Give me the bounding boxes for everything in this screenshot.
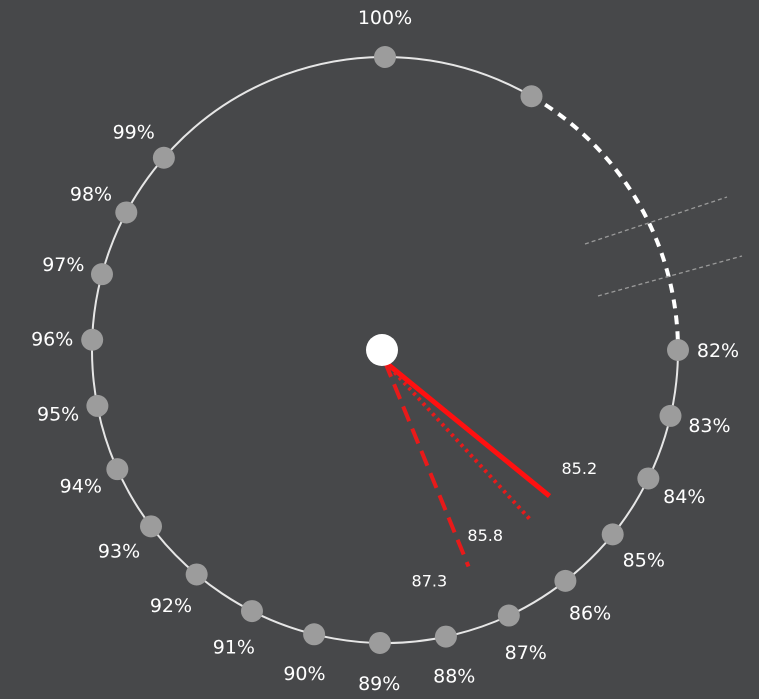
needle-label: 85.8 (467, 526, 503, 545)
tick-label: 90% (283, 663, 325, 685)
tick-label: 92% (150, 595, 192, 617)
tick-dot (497, 604, 520, 627)
tick-label: 91% (213, 637, 255, 659)
break-start-dot (520, 85, 543, 108)
gauge-hub (366, 334, 398, 366)
gauge-ring-arc (91, 56, 679, 644)
tick-dot (90, 263, 113, 286)
needle-dashed (383, 361, 471, 568)
gauge-break-arc (530, 94, 680, 340)
tick-dot (152, 146, 175, 169)
tick-dot (667, 339, 689, 361)
gauge-ticks: 82% 83% 84% 85% 86% 87% 88% 89% 90% 91% 92% 93% 94% 9… (31, 7, 739, 695)
tick-dot (303, 623, 326, 646)
tick-dot (637, 467, 660, 490)
needle-dotted (383, 360, 533, 523)
tick-dot (106, 458, 129, 481)
tick-label: 98% (70, 184, 112, 206)
tick-label: 93% (98, 540, 140, 562)
tick-dot (81, 328, 104, 351)
tick-label: 99% (113, 122, 155, 144)
tick-label: 86% (569, 602, 611, 624)
tick-label: 84% (663, 486, 705, 508)
tick-label: 83% (688, 415, 730, 437)
tick-dot (368, 631, 391, 654)
axis-break (520, 85, 743, 340)
tick-dot (185, 563, 208, 586)
tick-label: 89% (358, 673, 400, 695)
tick-label: 88% (433, 666, 475, 688)
tick-dot (434, 625, 457, 648)
tick-dot (240, 600, 263, 623)
tick-dot (601, 523, 624, 546)
gauge-needles: 85.2 85.8 87.3 (383, 360, 598, 590)
tick-label: 87% (505, 642, 547, 664)
tick-dot (554, 569, 577, 592)
axis-break-line (584, 196, 728, 245)
tick-dot (659, 404, 682, 427)
needle-label: 87.3 (412, 571, 448, 590)
tick-label: 82% (697, 340, 739, 362)
tick-label: 95% (37, 404, 79, 426)
axis-break-line (597, 255, 743, 297)
needle-solid (383, 360, 552, 499)
tick-label: 100% (358, 7, 412, 29)
tick-label: 94% (60, 475, 102, 497)
tick-label: 97% (42, 254, 84, 276)
tick-dot (139, 515, 162, 538)
gauge-ring (91, 56, 679, 644)
needle-label: 85.2 (562, 459, 598, 478)
tick-dot (86, 394, 109, 417)
gauge-hub-group (366, 334, 398, 366)
tick-label: 96% (31, 328, 73, 350)
tick-label: 85% (623, 550, 665, 572)
tick-dot (115, 201, 138, 224)
tick-dot (374, 46, 396, 68)
